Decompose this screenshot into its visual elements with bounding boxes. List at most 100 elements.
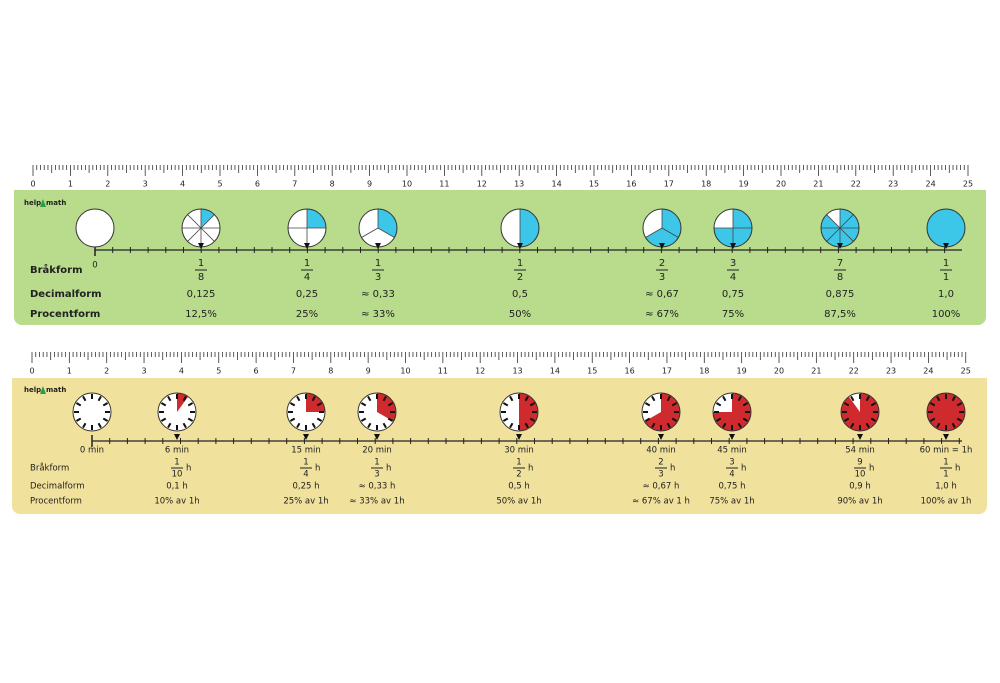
slice-line [200,227,215,242]
marker [304,243,310,249]
clock-tick [160,402,167,407]
fraction-fill [644,393,680,431]
ruler-body [12,352,987,514]
scale-label: 18 [699,367,709,376]
clock-tick [367,422,372,429]
numerator: 1 [943,458,948,468]
clock-tick [182,395,187,402]
percent: ≈ 67% av 1 h [632,497,690,507]
scale-label: 14 [552,180,562,189]
marker [303,434,309,440]
scale-label: 23 [888,180,898,189]
scale-label: 6 [255,180,260,189]
marker [174,434,180,440]
clock-tick [75,417,82,422]
fraction-fill [520,209,539,247]
scale-label: 15 [587,367,597,376]
clock-tick [167,422,172,429]
clock-tick [956,417,963,422]
marker [943,243,949,249]
marker [658,434,664,440]
empty-circle [72,392,112,432]
logo: help [24,386,41,394]
numerator: 1 [198,258,204,269]
scale-label: 3 [142,367,147,376]
slice-line [839,227,854,242]
denominator: 4 [303,470,308,480]
clock-tick [644,417,651,422]
scale-label: 3 [143,180,148,189]
percent: 10% av 1h [154,497,199,507]
percent: 87,5% [824,309,856,320]
clock-tick [502,402,509,407]
percent: 25% [296,309,318,320]
percent: 75% av 1h [709,497,754,507]
numerator: 3 [730,258,736,269]
time-label: 30 min [504,446,534,456]
marker [837,243,843,249]
logo-icon [40,386,46,394]
circle-rim [286,392,326,432]
time-label: 6 min [165,446,189,456]
denominator: 10 [172,470,183,480]
marker [516,434,522,440]
logo: math [46,199,66,207]
fraction-unit: h [386,464,391,474]
scale-label: 4 [179,367,184,376]
numerator: 3 [729,458,734,468]
circle-rim [357,392,397,432]
percent: 100% av 1h [921,497,972,507]
scale-label: 19 [739,180,749,189]
fraction-fill [519,393,538,431]
row-label: Bråkform [30,263,83,276]
clock-tick [870,402,877,407]
clock-tick [722,395,727,402]
scale-label: 21 [813,180,823,189]
clock-tick [102,417,109,422]
marker [729,434,735,440]
scale-label: 2 [104,367,109,376]
clock-tick [865,422,870,429]
clock-tick [956,402,963,407]
time-label: 60 min = 1h [920,446,973,456]
clock-tick [524,395,529,402]
circle-rim [926,392,966,432]
circle-rim [499,392,539,432]
percent: 25% av 1h [283,497,328,507]
fraction-unit: h [955,464,960,474]
denominator: 10 [855,470,866,480]
clock-tick [296,395,301,402]
clock-tick [666,395,671,402]
slice-line [826,214,841,229]
marker [374,434,380,440]
scale-label: 21 [811,367,821,376]
scale-label: 14 [550,367,560,376]
marker [659,243,665,249]
clock-tick [529,402,536,407]
clock-tick [951,422,956,429]
decimal: 0,75 h [718,482,745,492]
clock-tick [502,417,509,422]
numerator: 1 [943,258,949,269]
decimal: 0,75 [722,289,744,300]
denominator: 2 [516,470,521,480]
marker [943,434,949,440]
scale-label: 10 [400,367,410,376]
row-label: Decimalform [30,289,102,300]
clock-tick [289,417,296,422]
marker [857,434,863,440]
scale-label: 23 [886,367,896,376]
scale-label: 1 [68,180,73,189]
decimal: 0,5 h [508,482,530,492]
scale-label: 17 [662,367,672,376]
percent: ≈ 33% [361,309,395,320]
clock-tick [387,402,394,407]
scale-label: 19 [737,367,747,376]
fraction-fill [841,393,879,431]
decimal: 1,0 h [935,482,957,492]
decimal: ≈ 0,33 [361,289,395,300]
clock-tick [311,395,316,402]
scale-label: 16 [626,180,636,189]
fraction-fill [306,393,325,412]
fraction-fill [645,209,682,248]
